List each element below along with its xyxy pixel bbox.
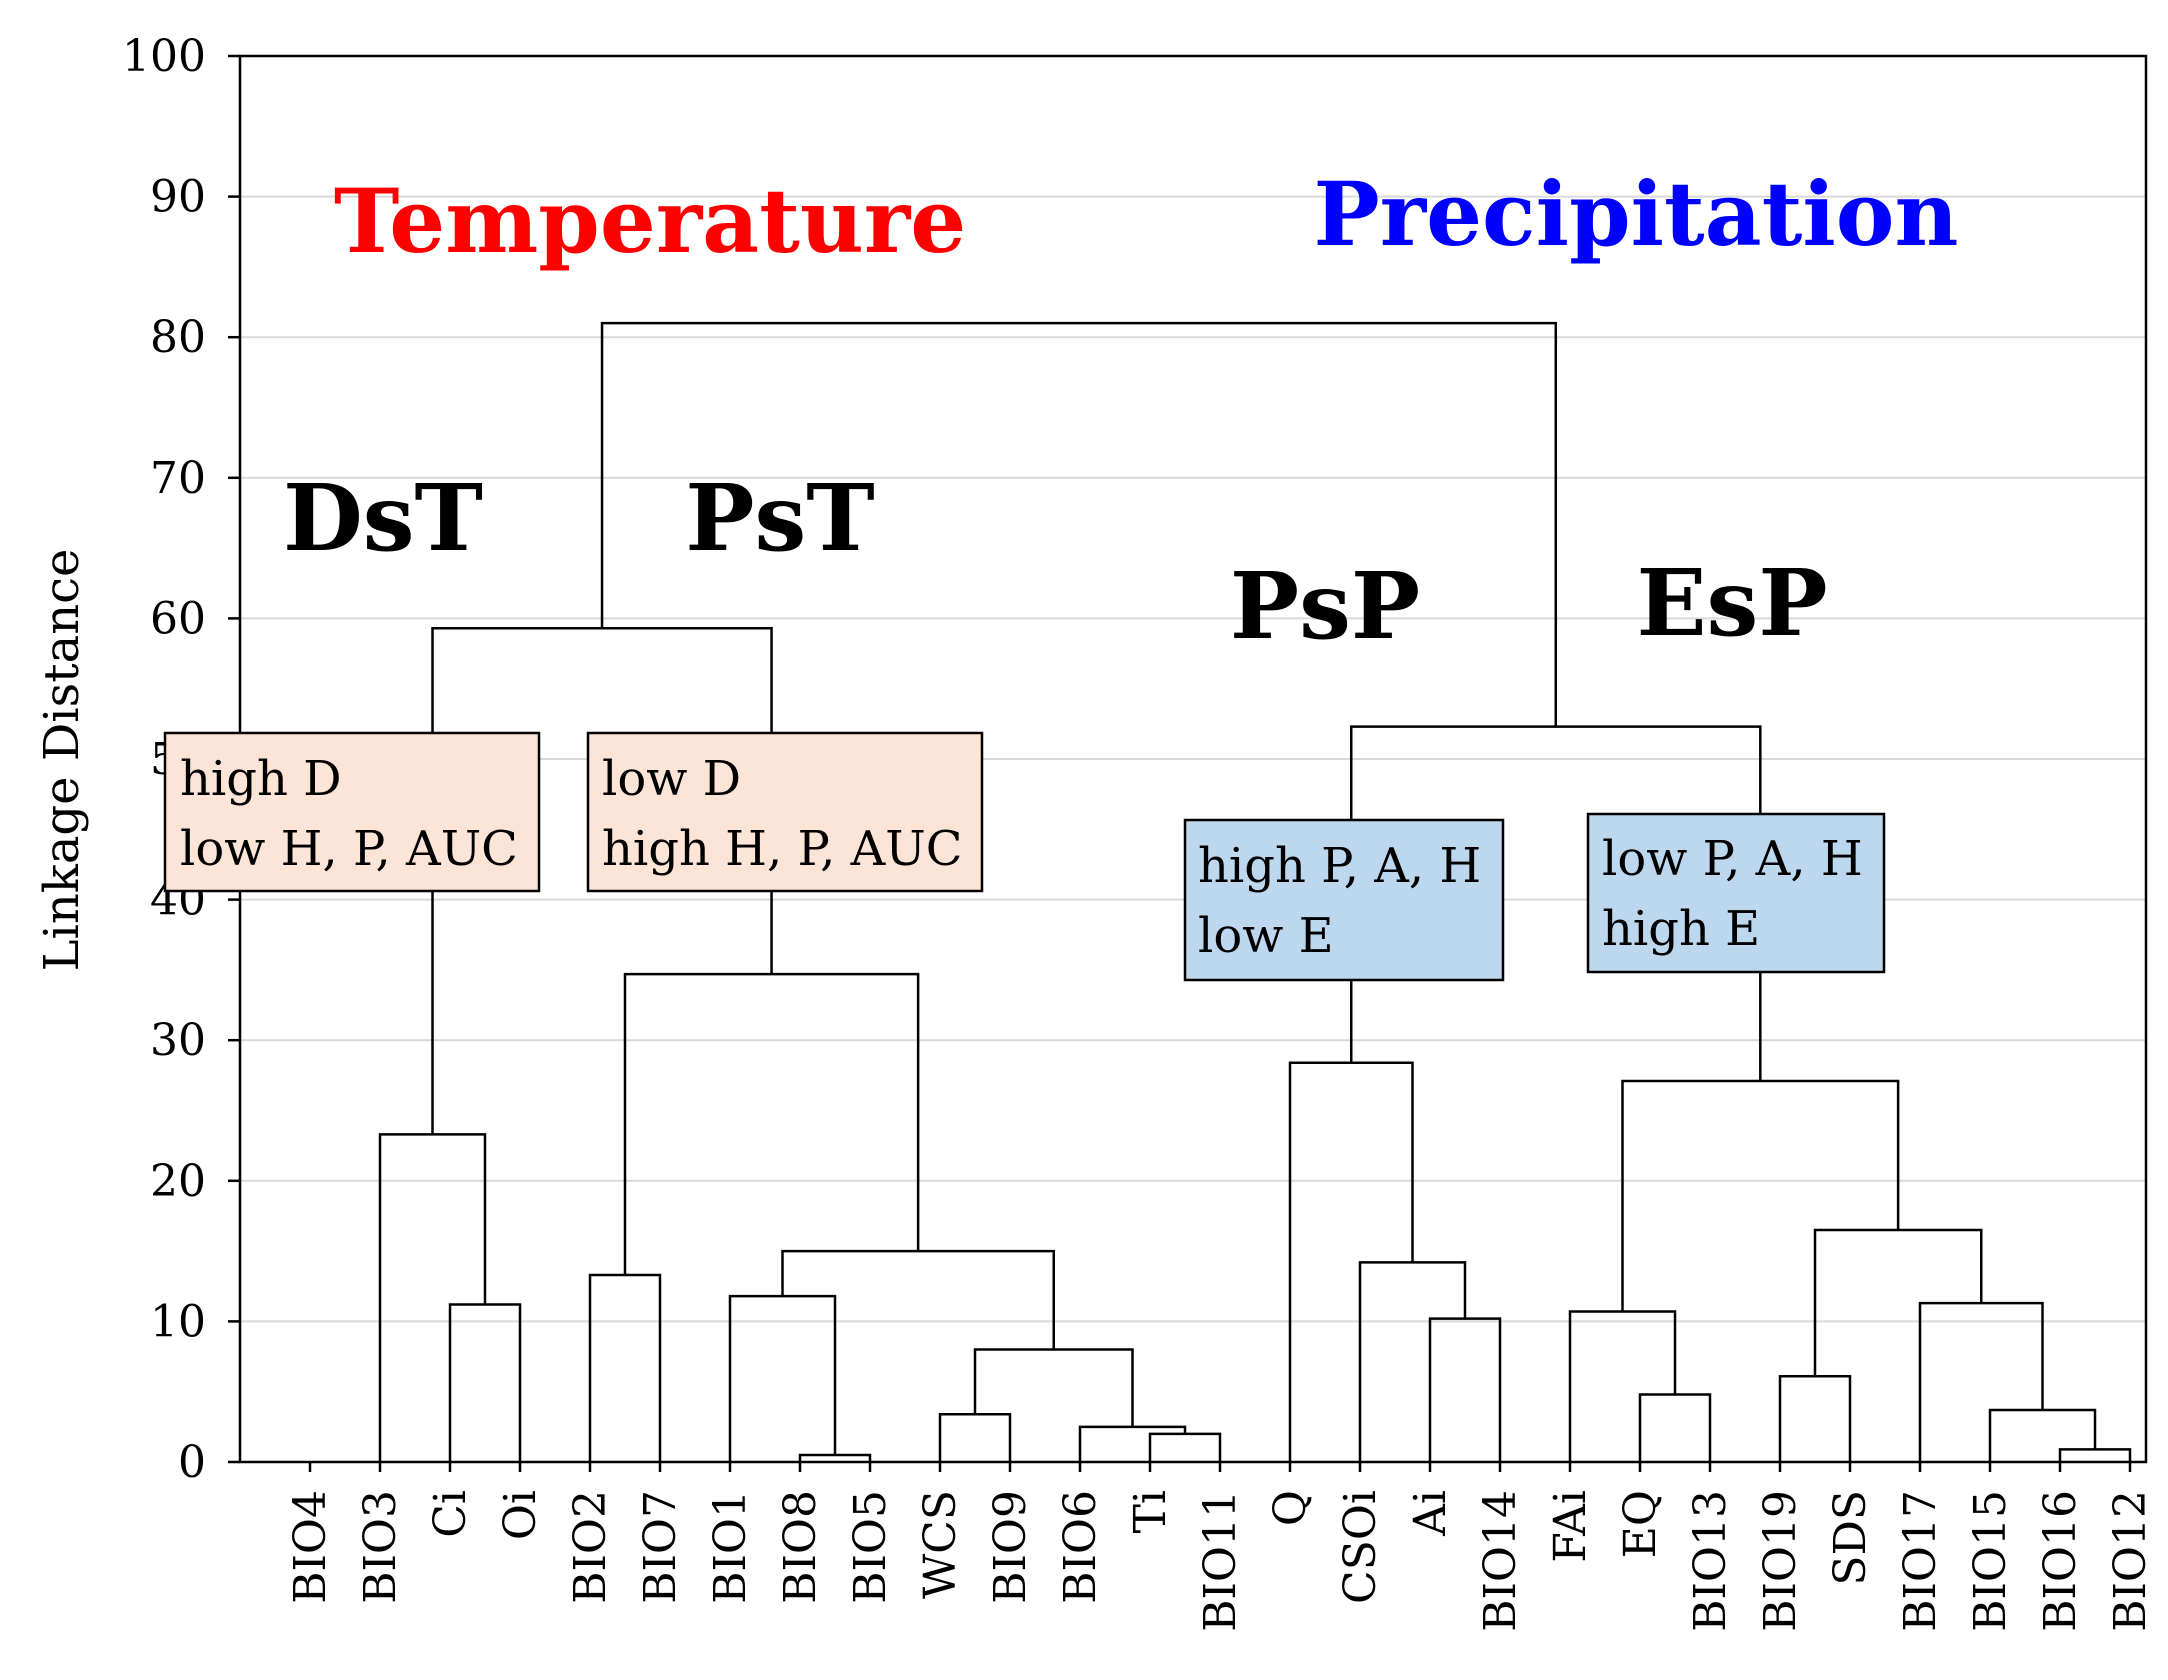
- cluster-label-pst: PsT: [685, 464, 874, 572]
- dendrogram-link-2: [378, 1133, 487, 1462]
- annotation-box-esp-line-2: high E: [1602, 901, 1760, 957]
- leaf-label-BIO3: BIO3: [355, 1490, 406, 1604]
- cluster-label-psp: PsP: [1230, 552, 1420, 660]
- annotation-box-pst-bg: [586, 731, 984, 893]
- y-axis-ticks: 0102030405060708090100: [122, 31, 240, 1488]
- y-tick-label-30: 30: [150, 1015, 206, 1066]
- dendrogram-link-8: [1078, 1425, 1187, 1462]
- y-tick-label-80: 80: [150, 312, 206, 363]
- y-tick-label-10: 10: [150, 1296, 206, 1347]
- leaf-label-BIO6: BIO6: [1055, 1490, 1106, 1604]
- annotation-box-dst-bg: [163, 731, 541, 893]
- dendrogram-link-23: [1621, 1079, 1900, 1312]
- dendrogram-link-20: [1988, 1408, 2097, 1462]
- dendrogram-link-18: [1778, 1374, 1852, 1462]
- leaf-label-BIO16: BIO16: [2035, 1490, 2086, 1632]
- leaf-label-SDS: SDS: [1825, 1490, 1876, 1586]
- x-axis-leaves: BIO4 BIO3 Ci Oi BIO2 BIO7 BIO1 BIO8 BIO5 WCS BIO9 B…: [285, 1462, 2156, 1632]
- cluster-label-esp: EsP: [1636, 549, 1827, 657]
- annotation-box-dst-line-1: high D: [180, 751, 342, 807]
- leaf-label-Ti: Ti: [1125, 1490, 1176, 1533]
- y-axis-label: Linkage Distance: [34, 549, 90, 972]
- annotation-box-psp-line-2: low E: [1198, 908, 1334, 964]
- leaf-label-BIO17: BIO17: [1895, 1490, 1946, 1632]
- dendrogram-link-19: [2058, 1448, 2132, 1462]
- dendrogram-link-11: [623, 972, 920, 1275]
- leaf-label-WCS: WCS: [915, 1490, 966, 1599]
- leaf-label-BIO19: BIO19: [1755, 1490, 1806, 1632]
- annotation-box-psp-bg: [1183, 818, 1505, 982]
- annotation-box-pst-line-1: low D: [602, 751, 741, 807]
- y-tick-label-70: 70: [150, 453, 206, 504]
- leaf-label-BIO8: BIO8: [775, 1490, 826, 1604]
- leaf-label-BIO7: BIO7: [635, 1490, 686, 1604]
- leaf-label-EQ: EQ: [1615, 1490, 1666, 1558]
- annotation-box-psp-line-1: high P, A, H: [1198, 838, 1481, 894]
- dendrogram-link-6: [938, 1412, 1012, 1462]
- grid-layer: [240, 195, 2146, 1323]
- y-tick-label-60: 60: [150, 593, 206, 644]
- dendrogram-link-10: [781, 1249, 1055, 1350]
- leaf-label-BIO12: BIO12: [2105, 1490, 2156, 1632]
- leaf-label-CSOi: CSOi: [1335, 1490, 1386, 1604]
- annotation-box-psp: high P, A, H low E: [1183, 818, 1505, 982]
- leaf-label-FAi: FAi: [1545, 1490, 1596, 1563]
- y-tick-label-100: 100: [122, 31, 206, 82]
- leaf-label-BIO14: BIO14: [1475, 1490, 1526, 1632]
- group-title-precipitation: Precipitation: [1314, 162, 1959, 266]
- dendrogram-link-1: [448, 1303, 522, 1462]
- leaf-label-BIO15: BIO15: [1965, 1490, 2016, 1632]
- leaf-label-BIO5: BIO5: [845, 1490, 896, 1604]
- dendrogram-link-25: [600, 321, 1558, 727]
- dendrogram-link-15: [1288, 1061, 1414, 1462]
- leaf-label-Oi: Oi: [495, 1490, 546, 1540]
- leaf-label-BIO13: BIO13: [1685, 1490, 1736, 1632]
- leaf-label-Ci: Ci: [425, 1490, 476, 1538]
- annotation-box-dst-line-2: low H, P, AUC: [180, 821, 518, 877]
- dendrogram-link-17: [1568, 1310, 1677, 1462]
- leaf-label-BIO4: BIO4: [285, 1490, 336, 1604]
- annotation-box-pst: low D high H, P, AUC: [586, 731, 984, 893]
- dendrogram-link-14: [1358, 1261, 1467, 1462]
- leaf-label-BIO11: BIO11: [1195, 1490, 1246, 1632]
- annotation-box-esp: low P, A, H high E: [1586, 812, 1886, 974]
- leaf-label-BIO9: BIO9: [985, 1490, 1036, 1604]
- annotation-box-esp-bg: [1586, 812, 1886, 974]
- y-tick-label-20: 20: [150, 1156, 206, 1207]
- annotation-box-dst: high D low H, P, AUC: [163, 731, 541, 893]
- annotation-box-esp-line-1: low P, A, H: [1602, 831, 1863, 887]
- dendrogram-link-21: [1918, 1301, 2044, 1462]
- leaf-label-Ai: Ai: [1405, 1490, 1456, 1537]
- y-tick-label-90: 90: [150, 172, 206, 223]
- dendrogram-link-16: [1638, 1393, 1712, 1462]
- cluster-label-dst: DsT: [283, 464, 483, 572]
- leaf-label-BIO2: BIO2: [565, 1490, 616, 1604]
- y-tick-label-0: 0: [178, 1437, 206, 1488]
- link-layer: [378, 321, 2132, 1462]
- dendrogram-link-13: [1428, 1317, 1502, 1462]
- dendrogram-link-7: [1148, 1432, 1222, 1462]
- leaf-label-Q: Q: [1265, 1490, 1316, 1526]
- group-title-temperature: Temperature: [334, 169, 966, 273]
- annotation-box-pst-line-2: high H, P, AUC: [602, 821, 962, 877]
- dendrogram-link-3: [588, 1273, 662, 1462]
- leaf-label-BIO1: BIO1: [705, 1490, 756, 1604]
